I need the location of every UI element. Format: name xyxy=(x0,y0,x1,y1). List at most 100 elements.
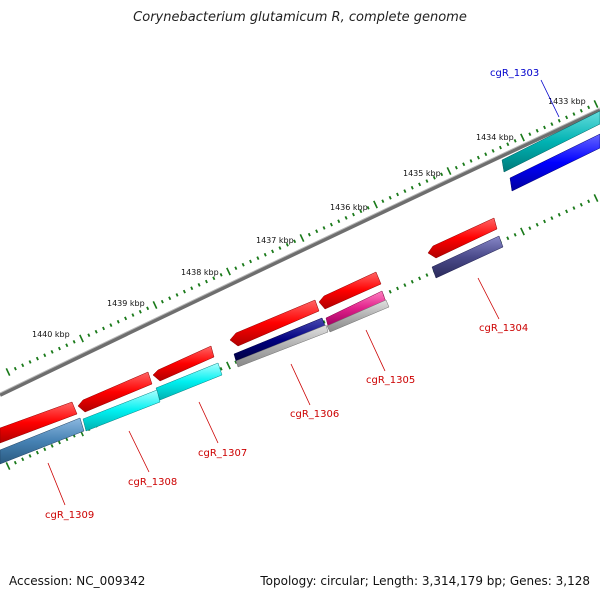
genome-backbone xyxy=(0,108,600,397)
inner-minor-tick xyxy=(21,457,25,462)
outer-minor-tick xyxy=(388,195,392,200)
tick-label-1437: 1437 kbp xyxy=(256,236,294,245)
gene-cgR_1308[interactable] xyxy=(77,371,161,432)
outer-minor-tick xyxy=(43,353,47,358)
inner-major-tick xyxy=(226,361,231,370)
inner-minor-tick xyxy=(28,454,32,458)
gene-label-cgR_1308[interactable]: cgR_1308 xyxy=(128,477,177,488)
outer-minor-tick xyxy=(462,162,466,167)
inner-minor-tick xyxy=(43,447,47,452)
outer-minor-tick xyxy=(146,306,150,311)
outer-minor-tick xyxy=(293,239,297,244)
outer-minor-tick xyxy=(94,329,98,334)
cds-band-grey xyxy=(326,299,390,333)
inner-major-tick xyxy=(5,462,11,470)
outer-minor-tick xyxy=(440,172,444,177)
outer-minor-tick xyxy=(498,145,502,150)
outer-minor-tick xyxy=(337,219,341,224)
inner-minor-tick xyxy=(234,360,238,364)
inner-minor-tick xyxy=(418,276,422,281)
outer-minor-tick xyxy=(344,216,348,220)
outer-major-tick xyxy=(373,200,378,209)
outer-minor-tick xyxy=(381,199,385,203)
inner-minor-tick xyxy=(219,367,223,371)
gene-cgR_1305[interactable] xyxy=(318,271,390,333)
outer-major-tick xyxy=(226,267,231,276)
outer-minor-tick xyxy=(550,122,554,126)
outer-minor-tick xyxy=(315,229,319,234)
outer-major-tick xyxy=(152,301,158,309)
outer-minor-tick xyxy=(432,175,436,180)
outer-minor-tick xyxy=(109,323,113,327)
outer-minor-tick xyxy=(329,222,333,227)
outer-minor-tick xyxy=(190,286,194,291)
tick-label-1436: 1436 kbp xyxy=(330,203,368,212)
inner-minor-tick xyxy=(410,279,414,284)
gene-label-cgR_1306[interactable]: cgR_1306 xyxy=(290,409,339,420)
outer-minor-tick xyxy=(182,289,186,294)
inner-minor-tick xyxy=(57,440,61,445)
cds-arrow-red xyxy=(229,299,320,347)
outer-minor-tick xyxy=(124,316,128,321)
outer-minor-tick xyxy=(212,276,216,281)
outer-major-tick xyxy=(79,334,84,343)
accession-text: Accession: NC_009342 xyxy=(9,574,146,588)
cds-arrow-red xyxy=(427,217,498,259)
outer-minor-tick xyxy=(528,132,532,136)
gene-label-cgR_1307[interactable]: cgR_1307 xyxy=(198,448,247,459)
outer-minor-tick xyxy=(116,319,120,324)
gene-cgR_1309[interactable] xyxy=(0,401,85,465)
cds-arrow-red xyxy=(77,371,153,413)
outer-minor-tick xyxy=(57,346,61,351)
gene-cgR_1304[interactable] xyxy=(427,217,504,279)
inner-minor-tick xyxy=(403,283,407,287)
inner-minor-tick xyxy=(550,216,554,220)
outer-minor-tick xyxy=(351,212,355,217)
genome-backbone-highlight xyxy=(0,107,600,394)
outer-minor-tick xyxy=(403,189,407,193)
outer-minor-tick xyxy=(469,159,473,163)
outer-tick-row xyxy=(5,100,599,376)
outer-minor-tick xyxy=(249,259,253,264)
gene-cgR_1306[interactable] xyxy=(229,299,329,368)
gene-label-cgR_1305[interactable]: cgR_1305 xyxy=(366,375,415,386)
outer-minor-tick xyxy=(366,206,370,210)
outer-minor-tick xyxy=(484,152,488,157)
outer-minor-tick xyxy=(418,182,422,187)
leader-line-cgR_1303 xyxy=(540,79,560,118)
cds-band-grey xyxy=(235,324,329,368)
outer-major-tick xyxy=(5,368,11,376)
outer-minor-tick xyxy=(219,273,223,277)
tick-label-1440: 1440 kbp xyxy=(32,330,70,339)
outer-minor-tick xyxy=(234,266,238,270)
gene-cgR_1307[interactable] xyxy=(152,345,223,401)
outer-minor-tick xyxy=(491,149,495,153)
inner-major-tick xyxy=(520,227,525,236)
inner-minor-tick xyxy=(13,460,17,465)
inner-minor-tick xyxy=(322,320,326,324)
outer-minor-tick xyxy=(28,360,32,364)
outer-minor-tick xyxy=(256,256,260,260)
inner-minor-tick xyxy=(572,206,576,210)
gene-label-cgR_1304[interactable]: cgR_1304 xyxy=(479,323,528,334)
tick-label-1435: 1435 kbp xyxy=(403,169,441,178)
outer-minor-tick xyxy=(476,155,480,160)
cds-arrow-red xyxy=(0,401,78,444)
tick-label-1434: 1434 kbp xyxy=(476,133,514,142)
leader-line-cgR_1304 xyxy=(477,277,500,320)
outer-minor-tick xyxy=(21,363,25,368)
outer-minor-tick xyxy=(65,343,69,348)
tick-label-1438: 1438 kbp xyxy=(181,268,219,277)
outer-minor-tick xyxy=(396,192,400,197)
outer-minor-tick xyxy=(175,293,179,297)
gene-cgR_1303[interactable] xyxy=(501,110,600,192)
outer-major-tick xyxy=(520,133,525,142)
inner-minor-tick xyxy=(557,212,561,217)
cds-band-cyan xyxy=(82,389,161,432)
gene-label-cgR_1309[interactable]: cgR_1309 xyxy=(45,510,94,521)
gene-label-cgR_1303[interactable]: cgR_1303 xyxy=(490,68,539,79)
outer-minor-tick xyxy=(454,165,458,170)
outer-minor-tick xyxy=(535,128,539,133)
inner-minor-tick xyxy=(425,273,429,277)
